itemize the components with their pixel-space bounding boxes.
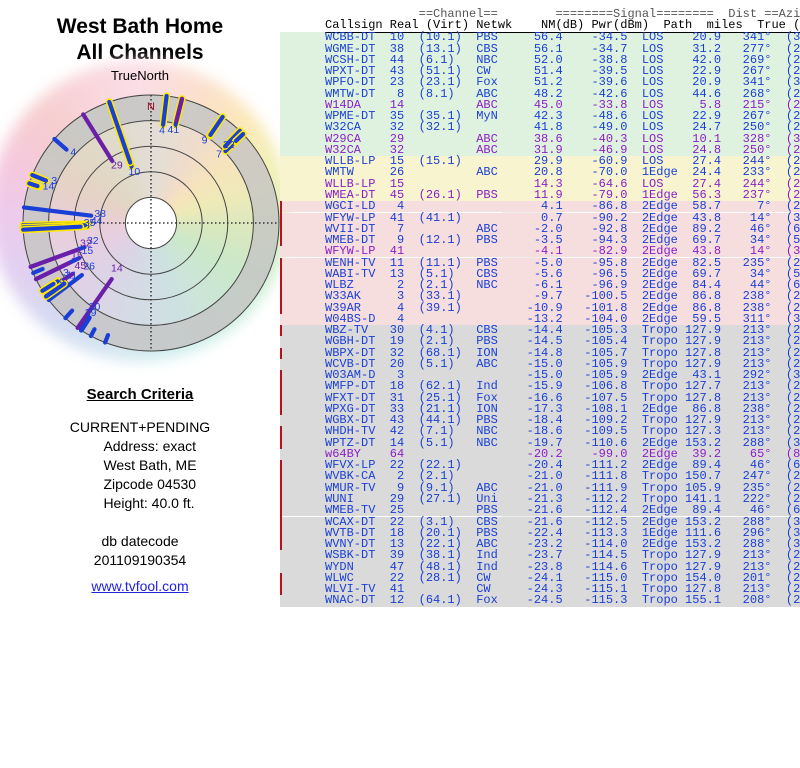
svg-text:35: 35	[84, 217, 96, 229]
svg-text:9: 9	[59, 276, 65, 288]
svg-text:39: 39	[85, 307, 97, 319]
svg-text:14: 14	[111, 263, 123, 275]
svg-text:10: 10	[129, 166, 141, 178]
svg-text:41: 41	[168, 124, 180, 136]
svg-text:9: 9	[202, 135, 208, 147]
svg-text:29: 29	[111, 160, 123, 172]
svg-text:22: 22	[223, 139, 235, 151]
svg-text:15: 15	[82, 245, 94, 257]
svg-text:N: N	[147, 101, 155, 113]
svg-text:7: 7	[216, 148, 222, 160]
svg-text:4: 4	[70, 147, 76, 159]
svg-text:4: 4	[159, 125, 165, 137]
svg-text:14: 14	[43, 181, 55, 193]
